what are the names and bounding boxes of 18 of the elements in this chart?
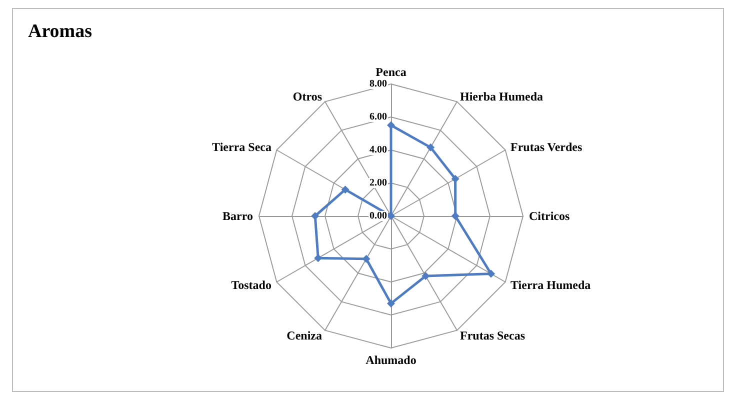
- spoke-label: Ceniza: [286, 328, 322, 343]
- spoke-label: Citricos: [529, 209, 570, 223]
- y-tick-label: 2.00: [370, 178, 387, 188]
- spoke-label: Frutas Secas: [460, 328, 526, 343]
- spoke-label: Tierra Humeda: [510, 278, 591, 292]
- y-tick-label: 4.00: [370, 144, 387, 156]
- spoke-label: Barro: [222, 209, 253, 223]
- spoke-label: Otros: [292, 89, 322, 104]
- chart-title: Aromas: [28, 21, 92, 42]
- spoke-label: Hierba Humeda: [460, 89, 543, 104]
- spoke-label: Tostado: [231, 278, 272, 292]
- spoke-label: Ahumado: [366, 353, 416, 367]
- y-tick-label: 8.00: [370, 78, 387, 90]
- y-tick-label: 0.00: [370, 210, 387, 222]
- spoke-label: Penca: [376, 65, 406, 79]
- y-tick-label: 6.00: [370, 112, 387, 122]
- spoke-label: Tierra Seca: [212, 140, 272, 154]
- spoke-label: Frutas Verdes: [510, 140, 583, 154]
